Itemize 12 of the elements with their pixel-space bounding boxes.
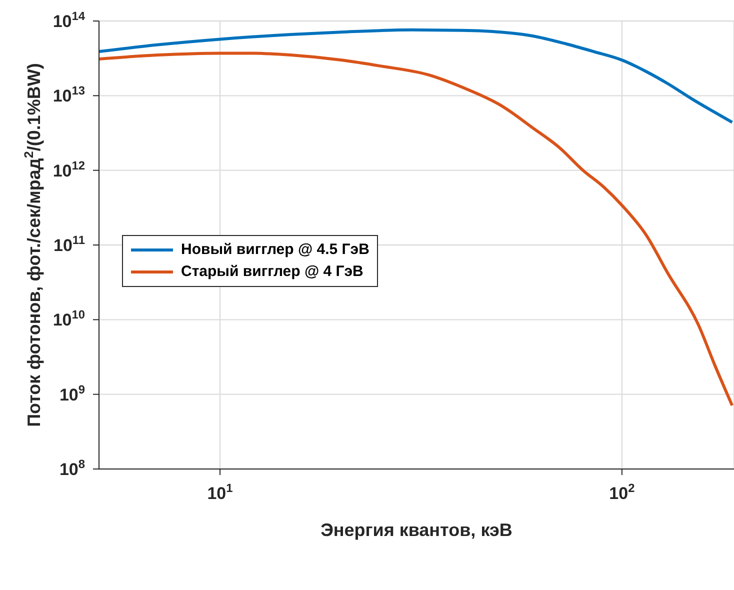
x-axis-title: Энергия квантов, кэВ [320, 520, 512, 540]
y-tick-label: 10$^{14}$ [52, 9, 86, 31]
legend-label: Новый вигглер @ 4.5 ГэВ [181, 240, 370, 260]
y-tick-label: 10$^{8}$ [59, 457, 86, 479]
legend-label: Старый вигглер @ 4 ГэВ [181, 262, 364, 282]
y-tick-label: 10$^{13}$ [52, 84, 86, 106]
y-tick-label: 10$^{9}$ [59, 382, 86, 404]
y-tick-label: 10$^{11}$ [54, 233, 86, 255]
x-tick-label: 10$^{2}$ [609, 481, 636, 503]
y-tick-label: 10$^{12}$ [52, 158, 86, 180]
y-tick-label: 10$^{10}$ [52, 308, 86, 330]
x-tick-label: 10$^{1}$ [207, 481, 234, 503]
